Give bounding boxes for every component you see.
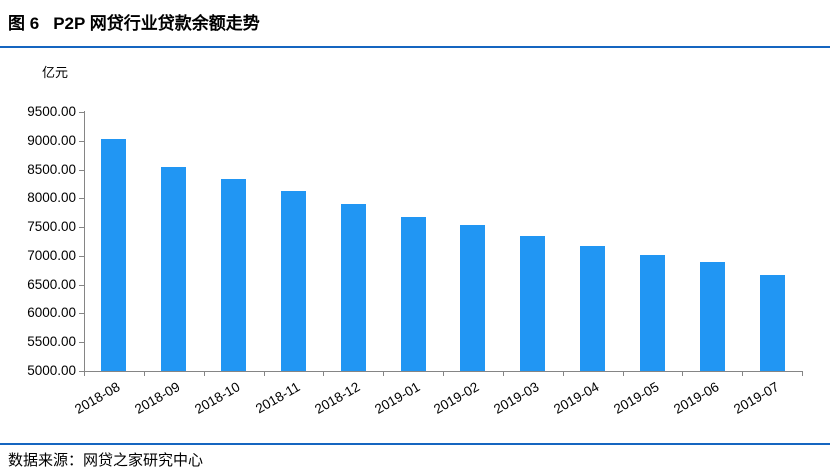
y-axis-unit-label: 亿元 (42, 65, 69, 80)
x-axis-tick (622, 371, 624, 376)
x-axis-label-2019-07: 2019-07 (730, 379, 782, 417)
bar-2019-01 (400, 217, 426, 371)
x-axis-label-2018-11: 2018-11 (252, 379, 303, 417)
y-axis-tick (79, 112, 84, 113)
bar-2019-02 (460, 225, 486, 371)
y-axis-tick-label: 6500.00 (27, 276, 76, 292)
x-axis-tick (203, 371, 205, 376)
x-axis-tick (682, 371, 684, 376)
x-axis-tick (562, 371, 564, 376)
y-axis-tick-label: 9000.00 (27, 132, 76, 148)
x-axis-tick (502, 371, 504, 376)
bar-2019-07 (759, 275, 785, 371)
y-axis-tick (79, 342, 84, 344)
x-axis-label-2018-12: 2018-12 (311, 379, 363, 417)
figure-number: 图 6 (8, 14, 40, 33)
y-axis-tick (79, 255, 84, 257)
x-axis-tick (443, 371, 444, 376)
y-axis-tick-label: 5000.00 (27, 363, 76, 378)
x-axis-label-2019-05: 2019-05 (611, 379, 662, 417)
x-axis-tick (383, 371, 385, 376)
bar-2018-10 (221, 179, 247, 371)
bar-2019-05 (639, 255, 665, 371)
bar-2018-11 (280, 191, 306, 371)
y-axis-tick-label: 5500.00 (27, 334, 76, 350)
y-axis-line (84, 111, 85, 372)
bar-2018-12 (340, 204, 366, 371)
x-axis-tick (802, 371, 803, 376)
y-axis-tick (79, 284, 84, 286)
figure-name: P2P 网贷行业贷款余额走势 (53, 14, 260, 33)
loan-balance-bar-chart: 亿元 9500.00 9000.00 8500.00 8000.00 7500.00 70… (27, 65, 803, 417)
y-axis-tick (79, 140, 84, 142)
x-axis-tick (84, 371, 85, 376)
x-axis-label-2019-01: 2019-01 (371, 379, 423, 417)
x-axis-label-2018-09: 2018-09 (132, 379, 183, 417)
y-axis-tick-label: 8500.00 (27, 161, 76, 177)
x-axis-label-2019-04: 2019-04 (551, 379, 602, 417)
y-axis-tick (79, 227, 84, 229)
x-axis-label-2019-03: 2019-03 (491, 379, 542, 417)
y-axis-tick (79, 371, 84, 372)
y-axis-tick-label: 6000.00 (27, 305, 76, 321)
x-axis-label-2018-08: 2018-08 (72, 379, 123, 417)
x-axis-tick (143, 371, 145, 376)
bar-2018-09 (161, 167, 187, 371)
y-axis-tick-label: 9500.00 (27, 104, 76, 119)
x-axis-label-2019-02: 2019-02 (431, 379, 482, 417)
x-axis-label-2018-10: 2018-10 (192, 379, 243, 417)
x-axis-tick (263, 371, 265, 376)
bar-2018-08 (101, 139, 127, 371)
bar-2019-06 (699, 262, 725, 371)
x-axis-tick (742, 371, 744, 376)
y-axis-tick-label: 8000.00 (27, 190, 76, 206)
figure-title: 图 6 P2P 网贷行业贷款余额走势 (8, 9, 260, 34)
bar-2019-03 (520, 236, 546, 371)
x-axis-tick (323, 371, 325, 376)
y-axis-tick (79, 169, 84, 171)
y-axis-tick (79, 313, 84, 315)
data-source-text: 数据来源：网贷之家研究中心 (8, 452, 204, 469)
title-divider (0, 46, 830, 48)
y-axis-tick-label: 7000.00 (27, 247, 76, 263)
y-axis-tick-label: 7500.00 (27, 219, 76, 235)
bar-2019-04 (580, 246, 606, 371)
x-axis-label-2019-06: 2019-06 (670, 379, 722, 417)
footer-divider (0, 443, 830, 445)
y-axis-tick (79, 198, 84, 200)
